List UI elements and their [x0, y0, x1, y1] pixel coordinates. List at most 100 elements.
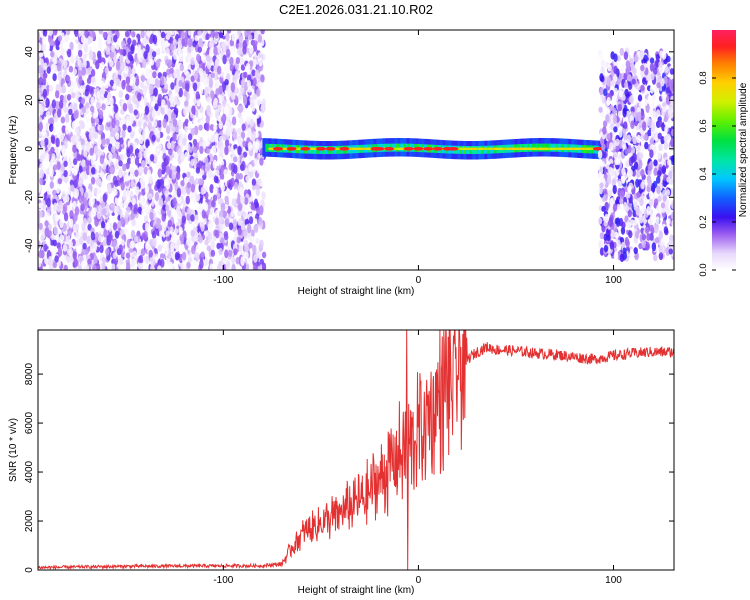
- noise-blob: [609, 142, 614, 150]
- noise-blob: [162, 163, 167, 174]
- noise-blob: [68, 65, 74, 73]
- noise-blob: [640, 145, 645, 152]
- noise-blob: [165, 155, 170, 166]
- noise-blob: [235, 57, 240, 64]
- noise-blob: [102, 208, 107, 216]
- noise-blob: [171, 170, 176, 180]
- noise-blob: [178, 80, 183, 87]
- noise-blob: [667, 78, 672, 87]
- noise-blob: [638, 242, 643, 250]
- noise-blob: [612, 115, 618, 125]
- noise-blob: [54, 39, 59, 46]
- noise-blob: [665, 87, 670, 94]
- noise-blob: [84, 30, 89, 39]
- signal-ridge: [312, 147, 315, 150]
- noise-blob: [239, 105, 244, 113]
- noise-blob: [654, 224, 659, 234]
- noise-blob: [253, 31, 259, 41]
- noise-blob: [187, 37, 193, 48]
- noise-blob: [195, 166, 201, 174]
- noise-blob: [47, 105, 53, 114]
- noise-blob: [229, 64, 234, 72]
- noise-blob: [649, 99, 654, 109]
- noise-blob: [633, 247, 638, 255]
- signal-ridge: [314, 147, 317, 150]
- noise-blob: [84, 88, 90, 97]
- noise-blob: [42, 36, 47, 45]
- noise-blob: [236, 197, 241, 205]
- noise-blob: [86, 67, 92, 76]
- noise-blob: [669, 239, 674, 249]
- noise-blob: [73, 102, 78, 112]
- noise-blob: [110, 135, 115, 145]
- signal-peak: [315, 147, 326, 151]
- noise-blob: [160, 39, 166, 48]
- noise-blob: [233, 207, 239, 215]
- noise-blob: [141, 187, 146, 196]
- noise-blob: [94, 231, 100, 242]
- noise-blob: [165, 204, 170, 212]
- noise-blob: [248, 164, 253, 173]
- noise-blob: [193, 219, 199, 228]
- signal-ridge: [506, 147, 509, 150]
- noise-blob: [190, 127, 196, 136]
- noise-blob: [223, 256, 228, 265]
- noise-blob: [99, 124, 105, 132]
- noise-blob: [109, 166, 115, 174]
- signal-ridge: [492, 147, 495, 150]
- spectrogram-ylabel: Frequency (Hz): [8, 116, 19, 185]
- noise-blob: [68, 218, 74, 229]
- noise-blob: [209, 184, 214, 194]
- noise-blob: [173, 228, 179, 235]
- noise-blob: [196, 53, 201, 62]
- noise-blob: [181, 186, 187, 196]
- snr-ylabel: SNR (10 * v/v): [8, 418, 19, 482]
- noise-blob: [94, 109, 99, 118]
- noise-blob: [247, 86, 252, 93]
- noise-blob: [49, 123, 54, 132]
- noise-blob: [131, 219, 136, 227]
- noise-blob: [628, 96, 633, 103]
- noise-blob: [141, 160, 146, 169]
- noise-blob: [206, 245, 211, 252]
- noise-blob: [249, 45, 254, 55]
- noise-blob: [116, 60, 121, 71]
- noise-blob: [185, 72, 191, 82]
- signal-ridge: [562, 147, 565, 150]
- noise-blob: [623, 51, 629, 60]
- noise-blob: [665, 199, 670, 207]
- noise-blob: [65, 125, 70, 135]
- noise-blob: [617, 103, 622, 112]
- noise-blob: [649, 232, 654, 241]
- noise-blob: [102, 193, 108, 203]
- noise-blob: [53, 226, 58, 235]
- noise-blob: [144, 185, 150, 195]
- signal-peak: [325, 147, 336, 151]
- signal-ridge: [336, 147, 339, 150]
- signal-ridge: [510, 147, 513, 150]
- noise-blob: [115, 113, 120, 120]
- noise-blob: [190, 159, 195, 166]
- noise-blob: [44, 220, 49, 227]
- noise-blob: [87, 216, 92, 225]
- noise-blob: [625, 67, 630, 76]
- noise-blob: [89, 239, 94, 249]
- noise-blob: [165, 235, 171, 242]
- noise-blob: [202, 140, 207, 150]
- noise-blob: [637, 94, 643, 102]
- noise-blob: [192, 40, 197, 48]
- noise-blob: [100, 171, 105, 179]
- noise-blob: [70, 54, 75, 64]
- noise-blob: [85, 159, 90, 167]
- noise-blob: [99, 227, 105, 235]
- noise-blob: [84, 247, 90, 255]
- noise-blob: [110, 202, 115, 212]
- noise-blob: [205, 33, 210, 40]
- signal-ridge: [298, 147, 301, 150]
- noise-blob: [639, 50, 645, 59]
- noise-blob: [67, 48, 72, 58]
- noise-blob: [180, 180, 185, 187]
- noise-blob: [251, 69, 256, 77]
- noise-blob: [78, 214, 83, 225]
